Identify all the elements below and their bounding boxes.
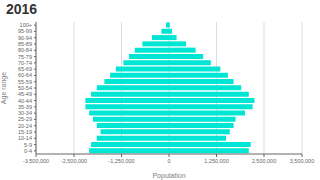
svg-text:80-84: 80-84 [18,47,32,53]
svg-text:95-99: 95-99 [18,28,32,34]
svg-text:-2,500,000: -2,500,000 [61,158,87,164]
svg-text:55-59: 55-59 [18,79,32,85]
svg-text:1,250,000: 1,250,000 [204,158,228,164]
svg-text:0: 0 [167,158,170,164]
svg-text:85-89: 85-89 [18,41,32,47]
svg-text:5-9: 5-9 [24,142,32,148]
svg-text:100+: 100+ [20,22,32,28]
svg-text:15-19: 15-19 [18,129,32,135]
svg-text:2,500,000: 2,500,000 [252,158,276,164]
svg-text:-1,250,000: -1,250,000 [108,158,134,164]
svg-text:45-49: 45-49 [18,91,32,97]
svg-text:40-44: 40-44 [18,98,32,104]
svg-text:30-34: 30-34 [18,110,32,116]
html-text:2016: 2016 [6,1,38,17]
svg-text:35-39: 35-39 [18,104,32,110]
svg-text:Age range: Age range [8,72,9,104]
svg-text:90-94: 90-94 [18,35,32,41]
svg-text:10-14: 10-14 [18,135,32,141]
svg-text:0-4: 0-4 [24,148,32,154]
svg-text:-3,500,000: -3,500,000 [23,158,49,164]
svg-text:Population: Population [152,172,185,180]
svg-text:20-24: 20-24 [18,123,32,129]
svg-text:65-69: 65-69 [18,66,32,72]
svg-text:25-29: 25-29 [18,116,32,122]
svg-text:75-79: 75-79 [18,54,32,60]
svg-text:70-74: 70-74 [18,60,32,66]
svg-text:50-54: 50-54 [18,85,32,91]
svg-text:3,500,000: 3,500,000 [290,158,312,164]
svg-text:60-64: 60-64 [18,72,32,78]
